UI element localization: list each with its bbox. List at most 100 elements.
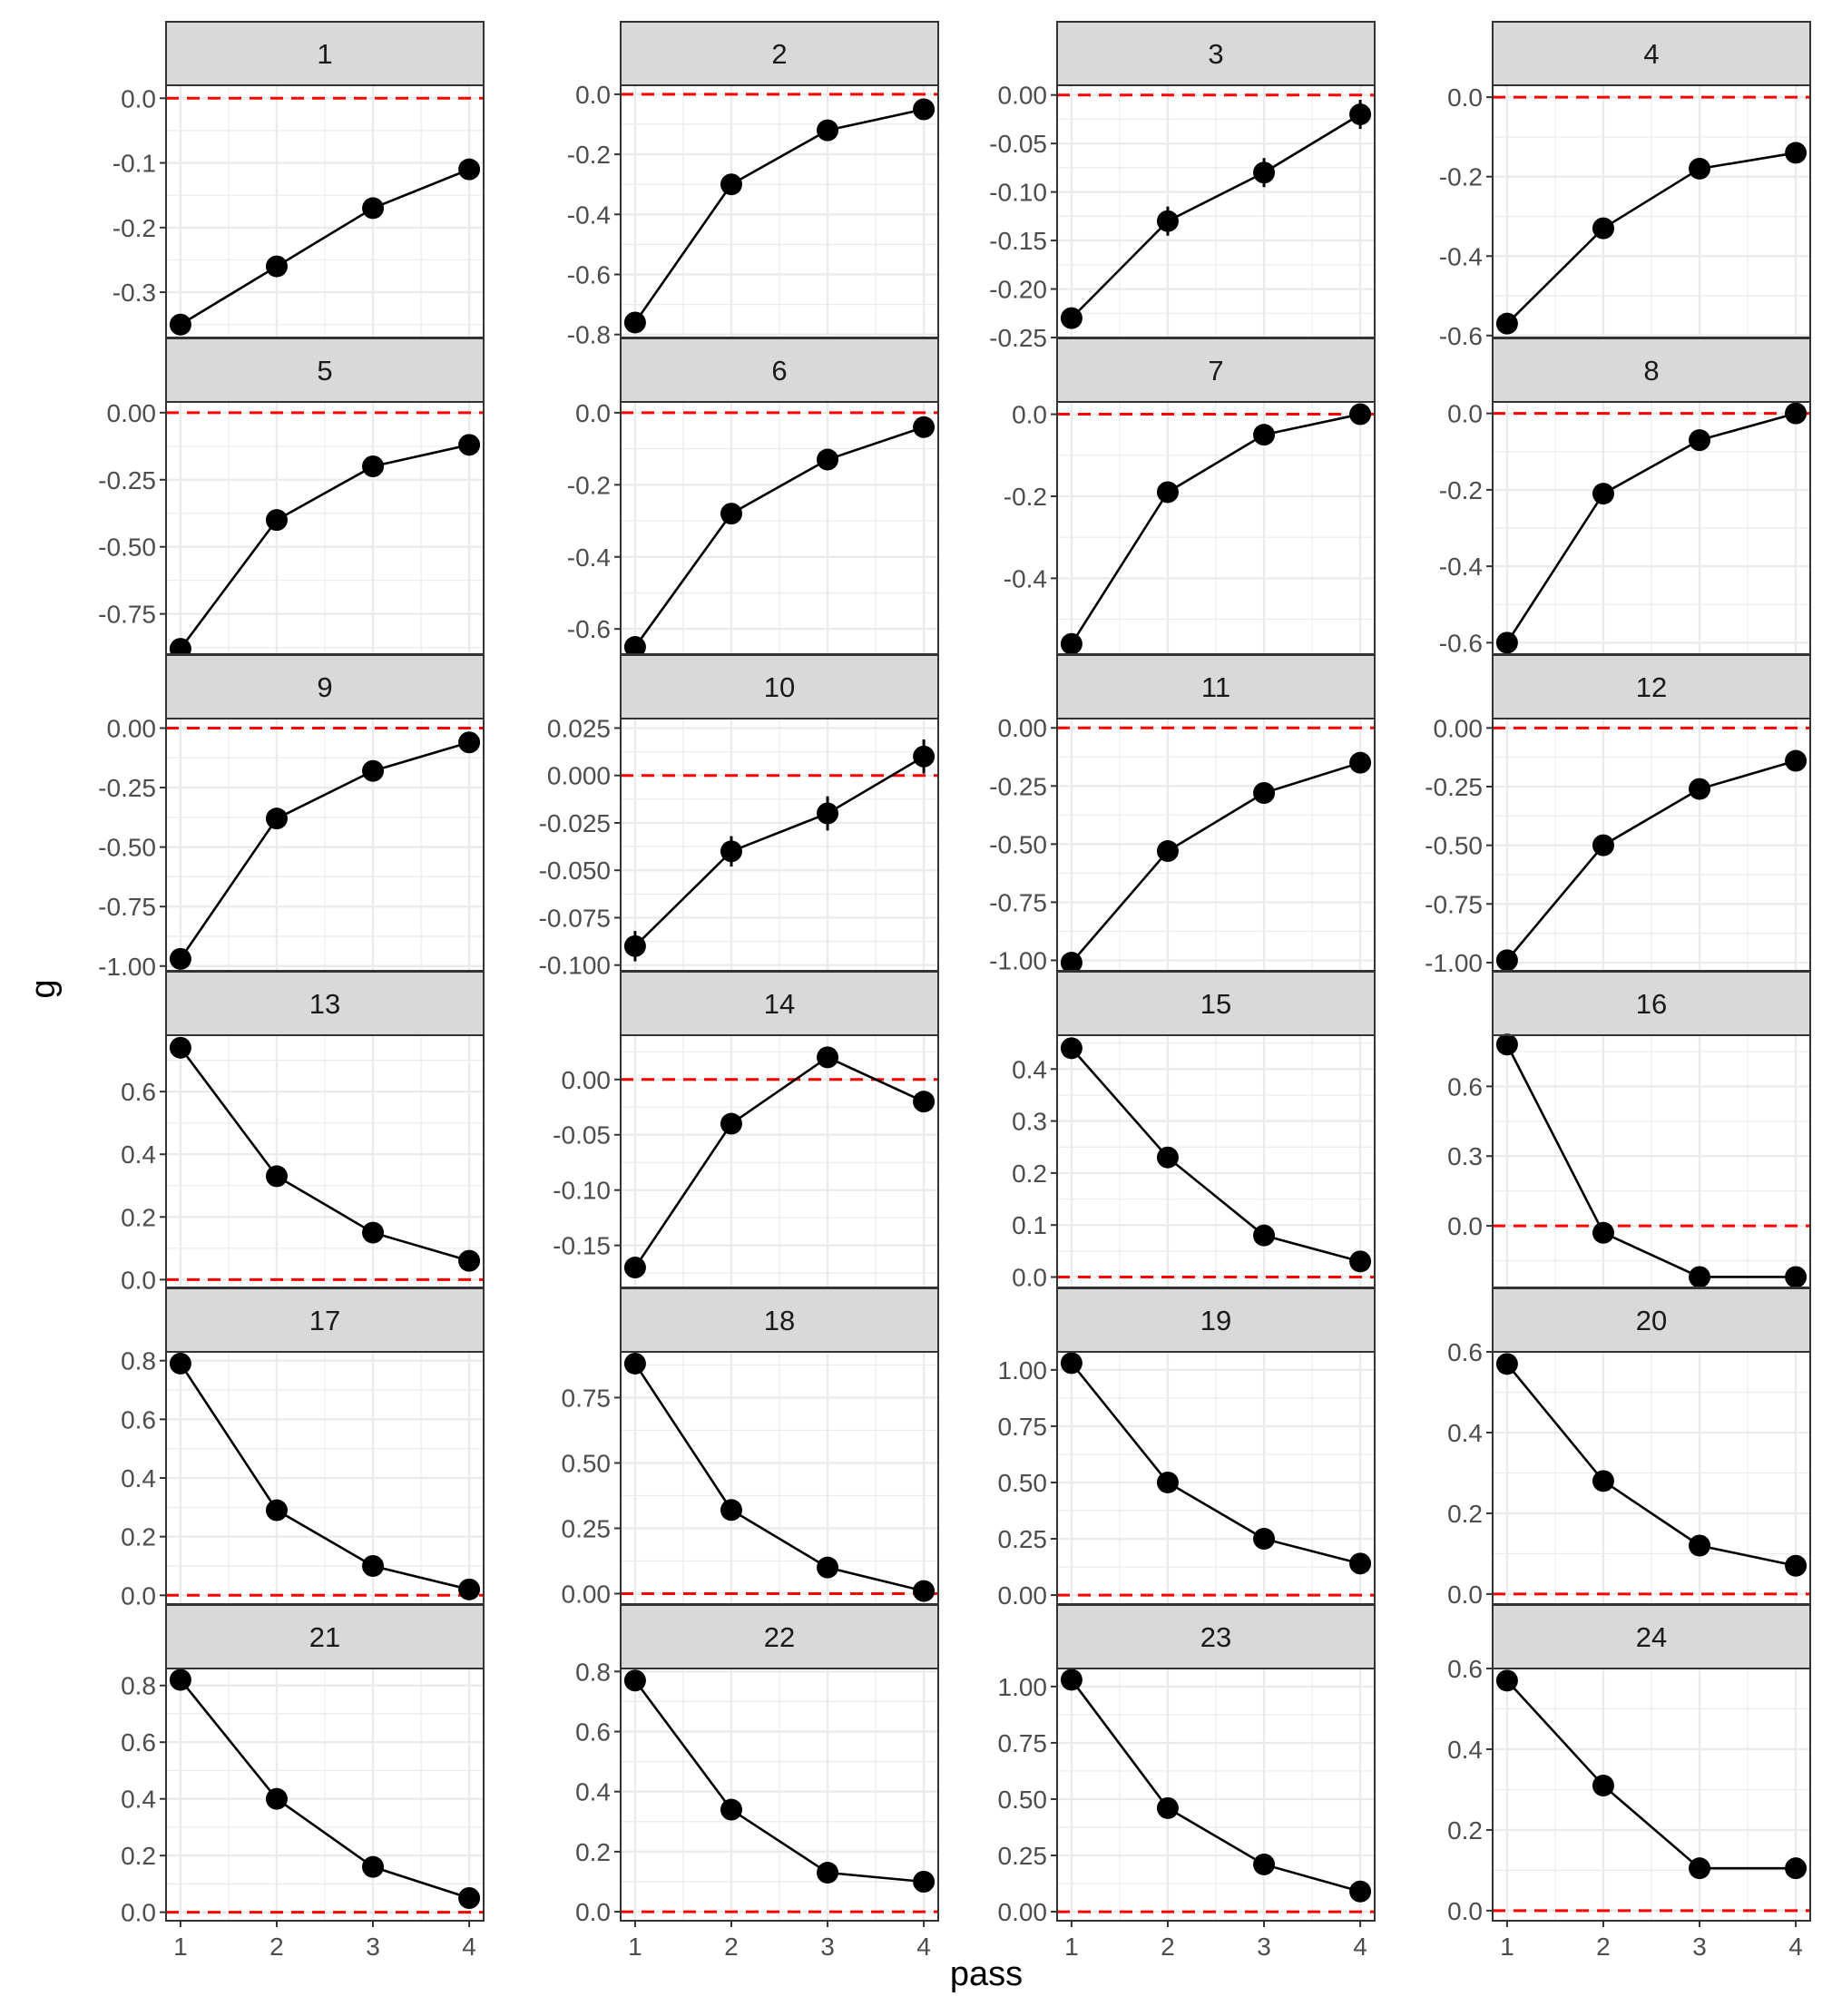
series-line [1505, 1679, 1797, 1870]
y-tick-label: -0.75 [98, 893, 156, 921]
data-point [1156, 481, 1179, 504]
data-point [913, 745, 936, 768]
y-tick-label: 0.00 [998, 714, 1048, 742]
x-tick-label: 1 [628, 1933, 642, 1961]
y-tick-label: 0.25 [998, 1842, 1048, 1870]
y-tick-label: 0.8 [575, 1658, 611, 1686]
data-point [1349, 751, 1372, 774]
y-tick-label: 0.50 [562, 1449, 612, 1477]
data-point [1349, 1552, 1372, 1575]
data-point [817, 802, 839, 825]
y-tick-label: 0.25 [998, 1525, 1048, 1553]
facet-panel-2: 2 0.0 -0.2 -0.4 -0.6 -0.8 [567, 21, 939, 349]
y-axis-title: g [24, 979, 63, 998]
panel-grid [1057, 1669, 1375, 1921]
facet-strip [1492, 1604, 1811, 1669]
y-tick-label: -0.6 [567, 261, 611, 289]
y-tick-label: 0.4 [575, 1778, 611, 1806]
series-line [1505, 759, 1797, 962]
data-point [1689, 157, 1711, 180]
data-point [458, 434, 481, 456]
data-point [1253, 1853, 1276, 1875]
data-point [623, 1257, 646, 1279]
facet-strip-label: 14 [764, 988, 795, 1020]
data-point [1060, 307, 1083, 329]
data-point [1592, 1774, 1614, 1796]
y-tick-label: 0.0 [1447, 1897, 1483, 1925]
facet-strip-label: 5 [317, 355, 332, 387]
series-line [633, 755, 925, 947]
y-tick-label: 0.4 [121, 1464, 156, 1492]
data-point [1349, 103, 1372, 126]
facet-strip-label: 16 [1636, 988, 1667, 1020]
data-point [1689, 778, 1711, 800]
y-tick-label: 0.0 [575, 81, 611, 109]
facet-strip [1492, 21, 1811, 86]
y-tick-label: -0.75 [989, 888, 1047, 916]
data-point [458, 1887, 481, 1910]
y-tick-label: -0.25 [989, 324, 1047, 352]
y-tick-label: 0.4 [121, 1140, 156, 1169]
data-point [169, 313, 191, 336]
data-point [458, 1249, 481, 1272]
data-point [720, 173, 742, 196]
data-point [1592, 834, 1614, 856]
facet-strip-label: 10 [764, 671, 795, 703]
facet-panel-22: 22 0.0 0.2 0.4 0.6 0.8 1 2 3 4 [575, 1604, 939, 1961]
data-point [1785, 1857, 1808, 1880]
y-tick-label: -0.20 [989, 276, 1047, 304]
panel-border [1492, 1668, 1811, 1922]
y-tick-label: 0.00 [998, 1898, 1048, 1926]
data-point [362, 455, 385, 477]
y-tick-label: 0.00 [562, 1580, 612, 1608]
data-point [623, 636, 646, 659]
y-tick-label: 0.4 [121, 1786, 156, 1814]
facet-strip-label: 18 [764, 1305, 795, 1336]
y-tick-label: 0.1 [1012, 1211, 1047, 1239]
data-point [1253, 161, 1276, 184]
x-tick-label: 2 [1596, 1933, 1611, 1961]
y-tick-label: -0.25 [989, 772, 1047, 800]
facet-strip-label: 6 [771, 355, 787, 387]
y-tick-label: -0.2 [1439, 476, 1483, 504]
y-tick-label: -0.25 [1425, 773, 1483, 801]
facet-panel-19: 19 0.00 0.25 0.50 0.75 1.00 [998, 1287, 1376, 1610]
y-tick-label: -1.00 [98, 953, 156, 981]
y-tick-label: 0.6 [121, 1078, 156, 1106]
series-line [633, 1679, 925, 1884]
facet-panel-9: 9 0.00 -0.25 -0.50 -0.75 -1.00 [98, 654, 485, 981]
facet-strip-label: 2 [771, 38, 787, 70]
data-point [1495, 1669, 1518, 1692]
y-tick-label: -0.4 [567, 543, 611, 572]
series-line [1505, 412, 1797, 644]
facet-panel-4: 4 0.0 -0.2 -0.4 -0.6 [1439, 21, 1811, 350]
facet-strip-label: 12 [1636, 671, 1667, 703]
panel-grid [166, 402, 484, 654]
facet-panel-3: 3 0.00 -0.05 -0.10 -0.15 -0.20 -0.25 [989, 21, 1376, 352]
x-tick-label: 4 [1788, 1933, 1803, 1961]
facet-strip [620, 21, 939, 86]
y-tick-label: -0.15 [989, 227, 1047, 255]
facet-strip-label: 15 [1200, 988, 1231, 1020]
y-tick-label: 0.00 [998, 1581, 1048, 1610]
y-tick-label: -0.25 [98, 774, 156, 802]
y-tick-label: 0.0 [121, 1266, 156, 1294]
facet-strip [1056, 1287, 1376, 1353]
data-point [169, 1036, 191, 1059]
data-point [265, 1165, 288, 1188]
facet-panel-21: 21 0.0 0.2 0.4 0.6 0.8 1 2 3 4 [121, 1604, 485, 1961]
facet-strip [1492, 1287, 1811, 1353]
panel-border [165, 1668, 485, 1922]
y-tick-label: -0.6 [567, 615, 611, 643]
panel-border [620, 1668, 939, 1922]
facet-panel-5: 5 0.00 -0.25 -0.50 -0.75 [98, 338, 485, 661]
y-tick-label: -0.50 [1425, 832, 1483, 860]
x-tick-label: 1 [1064, 1933, 1079, 1961]
y-tick-label: -0.25 [98, 466, 156, 494]
data-point [623, 311, 646, 334]
data-point [1592, 1221, 1614, 1244]
y-tick-label: 0.6 [121, 1405, 156, 1434]
data-point [265, 1787, 288, 1810]
y-tick-label: 0.2 [121, 1523, 156, 1551]
